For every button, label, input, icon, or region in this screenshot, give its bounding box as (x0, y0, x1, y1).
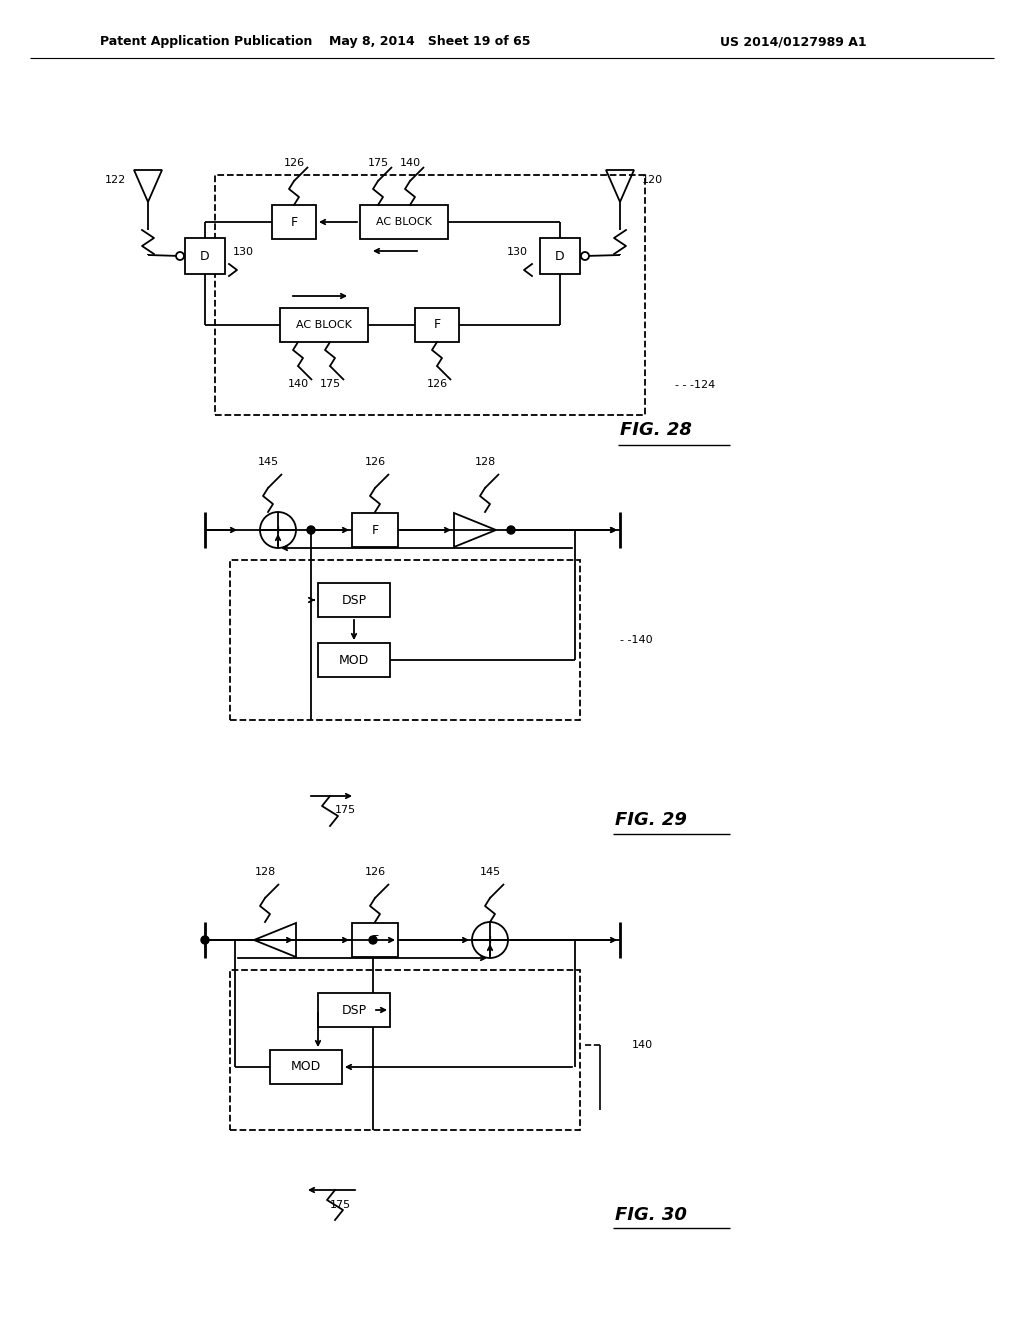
Bar (415, 308, 459, 342)
Bar (352, 923, 398, 957)
Text: 126: 126 (426, 379, 447, 389)
Bar (230, 560, 580, 719)
Bar (215, 176, 645, 414)
Text: +: + (273, 525, 283, 535)
Bar (540, 238, 580, 275)
Text: 145: 145 (257, 457, 279, 467)
Text: FIG. 30: FIG. 30 (615, 1206, 687, 1224)
Text: F: F (372, 524, 379, 536)
Bar (318, 993, 390, 1027)
Circle shape (369, 936, 377, 944)
Text: 175: 175 (330, 1200, 350, 1210)
Text: +: + (485, 935, 495, 945)
Text: 126: 126 (284, 158, 304, 168)
Text: MOD: MOD (339, 653, 369, 667)
Text: D: D (200, 249, 210, 263)
Text: FIG. 29: FIG. 29 (615, 810, 687, 829)
Text: - - -124: - - -124 (675, 380, 715, 389)
Text: US 2014/0127989 A1: US 2014/0127989 A1 (720, 36, 866, 49)
Circle shape (581, 252, 589, 260)
Bar (318, 643, 390, 677)
Circle shape (201, 936, 209, 944)
Text: DSP: DSP (341, 594, 367, 606)
Text: 120: 120 (642, 176, 664, 185)
Text: AC BLOCK: AC BLOCK (296, 319, 352, 330)
Text: 122: 122 (104, 176, 126, 185)
Text: DSP: DSP (341, 1003, 367, 1016)
Text: F: F (372, 933, 379, 946)
Text: D: D (555, 249, 565, 263)
Text: 140: 140 (288, 379, 308, 389)
Text: Patent Application Publication: Patent Application Publication (100, 36, 312, 49)
Bar (360, 205, 449, 239)
Circle shape (307, 525, 315, 535)
Bar (230, 970, 580, 1130)
Text: 130: 130 (507, 247, 528, 257)
Text: 126: 126 (365, 457, 386, 467)
Text: 175: 175 (319, 379, 341, 389)
Text: 126: 126 (365, 867, 386, 876)
Text: FIG. 28: FIG. 28 (620, 421, 692, 440)
Circle shape (507, 525, 515, 535)
Bar (280, 308, 368, 342)
Text: F: F (291, 215, 298, 228)
Text: 140: 140 (399, 158, 421, 168)
Bar (272, 205, 316, 239)
Text: F: F (433, 318, 440, 331)
Text: - -140: - -140 (620, 635, 652, 645)
Bar (185, 238, 225, 275)
Text: 175: 175 (335, 805, 355, 814)
Text: 128: 128 (254, 867, 275, 876)
Bar (270, 1049, 342, 1084)
Text: AC BLOCK: AC BLOCK (376, 216, 432, 227)
Circle shape (176, 252, 184, 260)
Text: 130: 130 (233, 247, 254, 257)
Text: MOD: MOD (291, 1060, 322, 1073)
Bar (352, 513, 398, 546)
Bar (318, 583, 390, 616)
Text: 145: 145 (479, 867, 501, 876)
Text: May 8, 2014   Sheet 19 of 65: May 8, 2014 Sheet 19 of 65 (330, 36, 530, 49)
Text: 175: 175 (368, 158, 388, 168)
Text: 128: 128 (474, 457, 496, 467)
Text: 140: 140 (632, 1040, 653, 1049)
